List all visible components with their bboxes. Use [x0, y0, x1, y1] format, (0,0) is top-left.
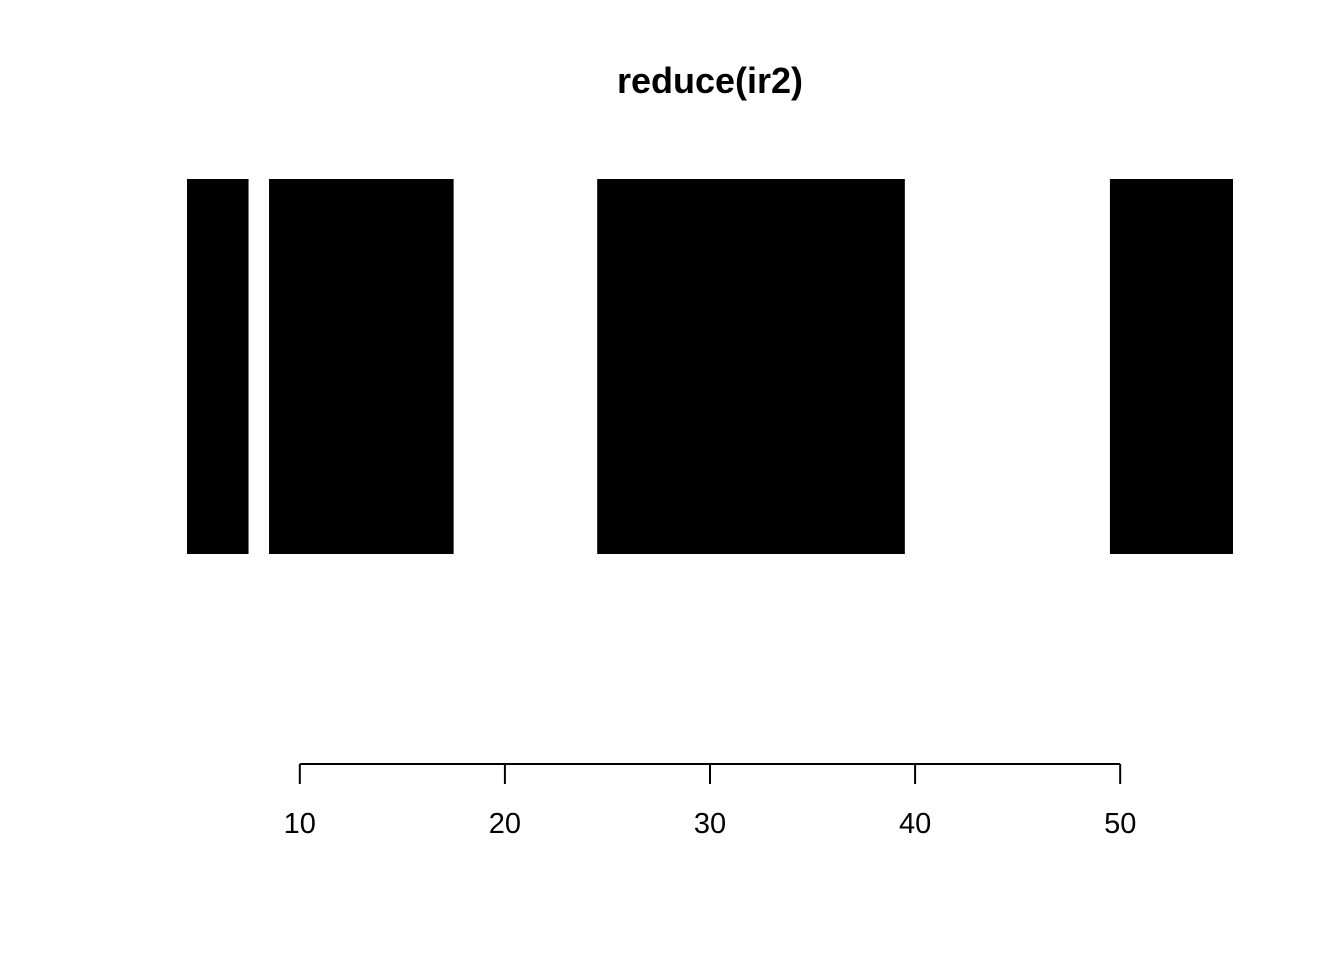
x-tick-label-40: 40	[899, 808, 931, 840]
range-bar-2	[269, 179, 454, 554]
ranges-layer	[187, 179, 1233, 554]
range-bar-1	[187, 179, 249, 554]
chart-title: reduce(ir2)	[617, 60, 803, 101]
x-tick-label-10: 10	[284, 808, 316, 840]
x-tick-label-20: 20	[489, 808, 521, 840]
x-tick-label-30: 30	[694, 808, 726, 840]
range-bar-4	[1109, 179, 1233, 554]
x-tick-label-50: 50	[1104, 808, 1136, 840]
x-axis: 10 20 30 40 50	[284, 763, 1136, 840]
range-bar-3	[597, 179, 905, 554]
